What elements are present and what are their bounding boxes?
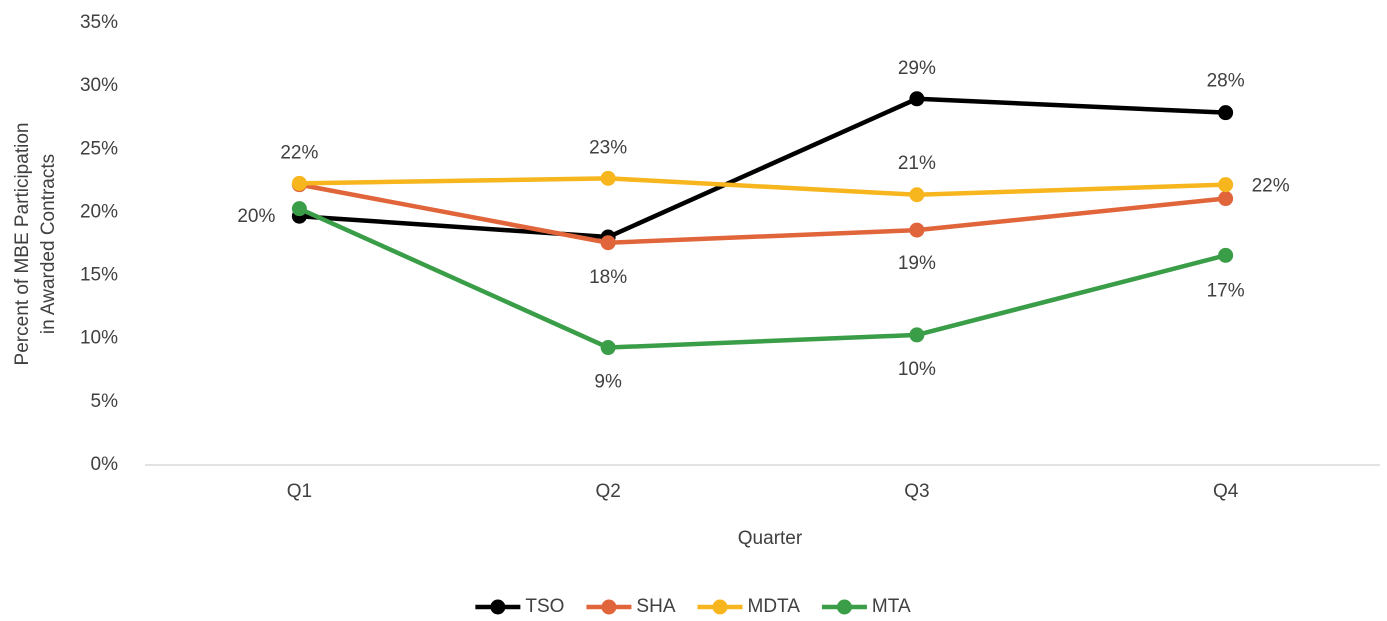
data-label: 22%: [1252, 176, 1290, 197]
data-label: 20%: [237, 206, 275, 227]
x-tick-label: Q4: [1213, 481, 1239, 502]
x-tick-label: Q2: [595, 481, 620, 502]
series-line: [298, 182, 1226, 245]
y-axis-title: in Awarded Contracts: [38, 154, 59, 334]
series-line: [299, 176, 1226, 197]
y-tick-label: 25%: [80, 138, 118, 159]
y-tick-label: 35%: [80, 12, 118, 33]
legend-label: SHA: [636, 596, 675, 617]
data-point: [291, 175, 307, 191]
data-point: [600, 170, 616, 186]
data-point: [909, 327, 925, 343]
data-label: 17%: [1207, 280, 1245, 301]
x-tick-label: Q3: [904, 481, 929, 502]
data-label: 19%: [898, 253, 936, 274]
data-label: 29%: [898, 58, 936, 79]
series-line: [298, 206, 1227, 350]
y-tick-label: 20%: [80, 201, 118, 222]
y-tick-label: 5%: [91, 391, 119, 412]
data-label: 23%: [589, 137, 627, 158]
data-label: 18%: [589, 267, 627, 288]
data-point: [1218, 177, 1234, 193]
data-label: 21%: [898, 153, 936, 174]
series-line: [299, 96, 1226, 240]
data-label: 28%: [1207, 71, 1245, 92]
data-label: 10%: [898, 359, 936, 380]
y-axis-title: Percent of MBE Participation: [12, 123, 33, 366]
data-point: [291, 201, 307, 217]
data-point: [600, 235, 616, 251]
legend-label: MDTA: [748, 596, 801, 617]
legend-label: TSO: [525, 596, 564, 617]
legend-swatch-dot: [836, 599, 852, 615]
data-point: [909, 91, 925, 107]
data-point: [1218, 105, 1234, 121]
legend-label: MTA: [872, 596, 911, 617]
data-point: [1218, 247, 1234, 263]
data-point: [1218, 191, 1234, 207]
legend-swatch-dot: [712, 599, 728, 615]
data-point: [909, 187, 925, 203]
legend-swatch-dot: [601, 599, 617, 615]
y-tick-label: 30%: [80, 75, 118, 96]
y-tick-label: 10%: [80, 328, 118, 349]
data-label: 22%: [280, 142, 318, 163]
y-tick-label: 15%: [80, 265, 118, 286]
data-point: [600, 340, 616, 356]
data-label: 9%: [594, 372, 622, 393]
y-tick-label: 0%: [91, 454, 119, 475]
data-point: [909, 222, 925, 238]
legend-swatch-dot: [490, 599, 506, 615]
x-axis-title: Quarter: [738, 528, 803, 549]
x-tick-label: Q1: [287, 481, 312, 502]
